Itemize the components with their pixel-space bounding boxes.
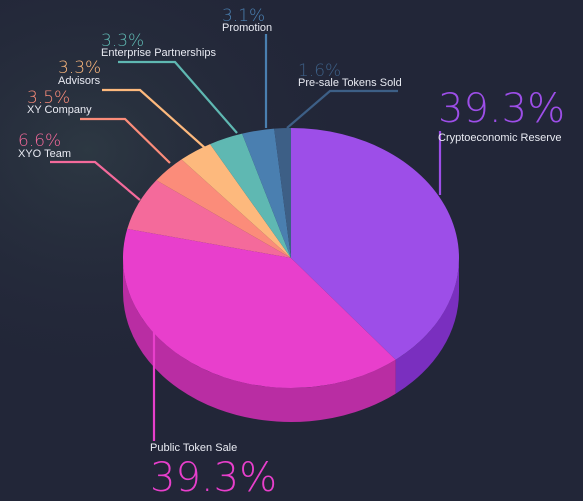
leader-line-xyo-team xyxy=(50,160,141,201)
data-label-xy-company: 3.5% xyxy=(27,88,70,108)
data-label-cryptoeconomic-reserve: 39.3% xyxy=(438,86,565,132)
pie-slice-promotion xyxy=(242,128,291,258)
data-label-promotion: 3.1% xyxy=(222,6,265,26)
leader-line-advisors xyxy=(102,88,206,149)
leader-line-xy-company xyxy=(80,117,171,164)
data-label-pre-sale-tokens-sold: 1.6% xyxy=(298,61,341,81)
slice-label-promotion: Promotion xyxy=(222,22,272,34)
data-label-xyo-team: 6.6% xyxy=(18,131,61,151)
pie-slice-public-token-sale xyxy=(123,228,396,388)
leader-line-pre-sale-tokens-sold xyxy=(286,89,398,129)
pie-side-public-token-sale xyxy=(123,258,396,422)
data-label-advisors: 3.3% xyxy=(58,58,101,78)
slice-label-pre-sale-tokens-sold: Pre-sale Tokens Sold xyxy=(298,77,402,89)
pie-slice-pre-sale-tokens-sold xyxy=(274,128,291,258)
pie-slice-xy-company xyxy=(156,159,291,258)
slice-label-xyo-team: XYO Team xyxy=(18,148,71,160)
data-label-enterprise-partnerships: 3.3% xyxy=(101,31,144,51)
pie-slice-cryptoeconomic-reserve xyxy=(291,128,459,360)
data-label-public-token-sale: 39.3% xyxy=(150,455,277,501)
slice-label-public-token-sale: Public Token Sale xyxy=(150,442,237,454)
slice-label-xy-company: XY Company xyxy=(27,104,92,116)
slice-label-advisors: Advisors xyxy=(58,75,101,87)
pie-side-cryptoeconomic-reserve xyxy=(395,258,459,394)
pie-slice-enterprise-partnerships xyxy=(210,133,291,258)
pie-slice-advisors xyxy=(181,144,291,258)
leader-line-enterprise-partnerships xyxy=(118,60,238,134)
slice-label-cryptoeconomic-reserve: Cryptoeconomic Reserve xyxy=(438,132,562,144)
slice-label-enterprise-partnerships: Enterprise Partnerships xyxy=(101,47,216,59)
pie-slice-xyo-team xyxy=(127,180,292,258)
